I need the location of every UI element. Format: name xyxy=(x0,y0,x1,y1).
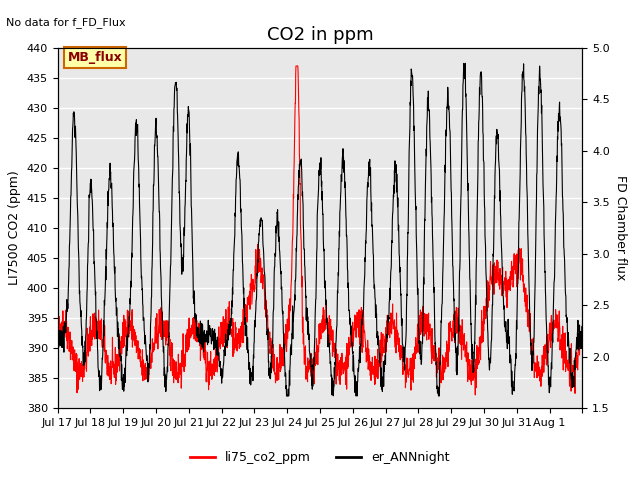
Text: No data for f_FD_Flux: No data for f_FD_Flux xyxy=(6,17,126,28)
Y-axis label: FD Chamber flux: FD Chamber flux xyxy=(614,175,627,281)
Title: CO2 in ppm: CO2 in ppm xyxy=(267,25,373,44)
Text: MB_flux: MB_flux xyxy=(67,51,122,64)
Legend: li75_co2_ppm, er_ANNnight: li75_co2_ppm, er_ANNnight xyxy=(186,446,454,469)
Y-axis label: LI7500 CO2 (ppm): LI7500 CO2 (ppm) xyxy=(8,170,21,286)
